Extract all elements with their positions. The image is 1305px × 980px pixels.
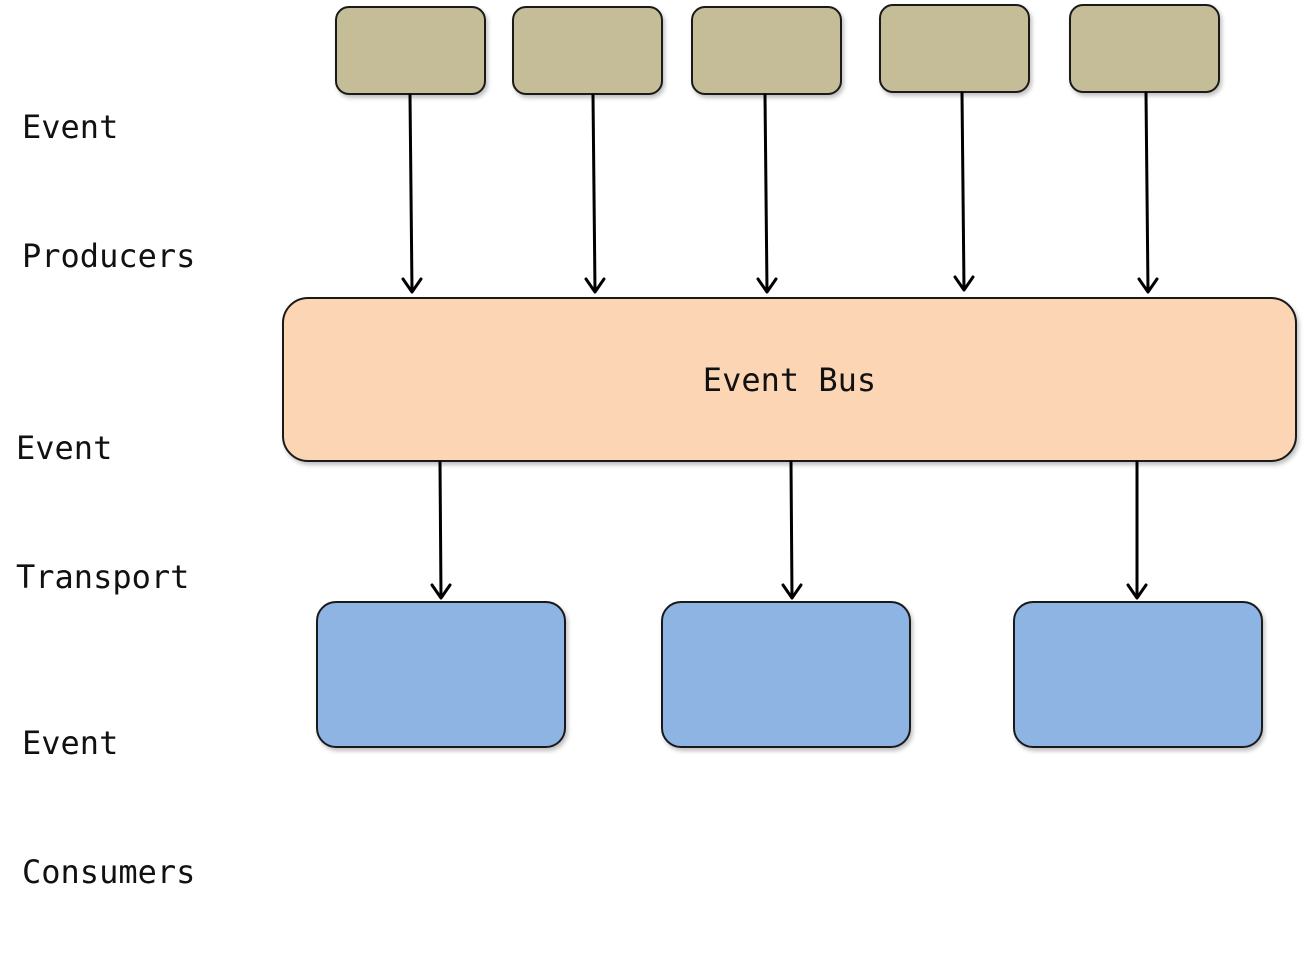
arrow-bus-to-consumer-3 — [1126, 460, 1148, 600]
producer-box-5 — [1069, 4, 1220, 93]
producer-box-4 — [879, 4, 1030, 93]
arrow-producer-5-to-bus — [1137, 91, 1159, 294]
arrow-bus-to-consumer-1 — [430, 460, 452, 600]
producer-box-3 — [691, 6, 842, 95]
consumer-box-1 — [316, 601, 566, 748]
producers-label-line-1: Event — [22, 108, 119, 146]
arrow-producer-4-to-bus — [953, 91, 975, 292]
consumers-label-line-1: Event — [22, 724, 119, 762]
event-bus-box: Event Bus — [282, 297, 1297, 462]
consumer-box-2 — [661, 601, 911, 748]
event-bus-label: Event Bus — [702, 360, 877, 399]
arrow-producer-1-to-bus — [401, 93, 423, 294]
producers-label-line-2: Producers — [22, 237, 196, 275]
consumer-box-3 — [1013, 601, 1263, 748]
producer-box-2 — [512, 6, 663, 95]
arrow-producer-3-to-bus — [756, 93, 778, 294]
transport-row-label: Event Transport — [16, 341, 189, 685]
arrows-layer — [401, 91, 1159, 600]
transport-label-line-1: Event — [16, 429, 113, 467]
arrow-bus-to-consumer-2 — [781, 460, 803, 600]
consumers-label-line-2: Consumers — [22, 853, 196, 891]
transport-label-line-2: Transport — [16, 558, 190, 596]
arrow-producer-2-to-bus — [584, 93, 606, 294]
producers-row-label: Event Producers — [22, 20, 195, 364]
event-architecture-diagram: Event Producers Event Transport Event Co… — [16, 4, 1297, 891]
